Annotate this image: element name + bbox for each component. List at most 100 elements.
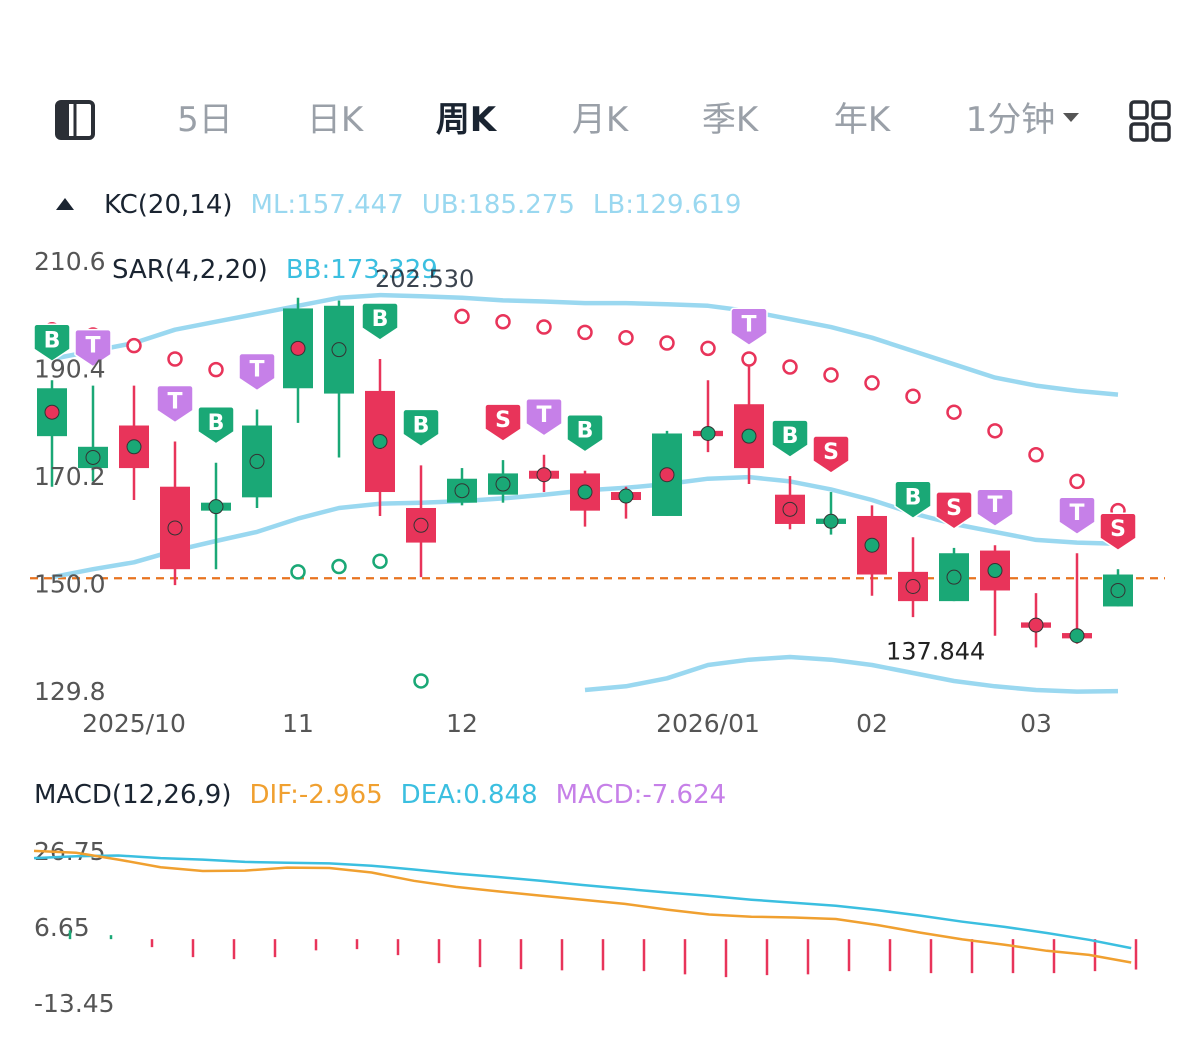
marker-text: T xyxy=(741,312,756,337)
tab-daily[interactable]: 日K xyxy=(306,100,364,140)
signal-marker-T: T xyxy=(74,328,112,368)
marker-shape xyxy=(74,328,112,368)
signal-dot xyxy=(946,569,962,585)
signal-marker-T: T xyxy=(238,352,276,392)
sar-dot xyxy=(208,361,224,378)
macd-y-tick-label: -13.45 xyxy=(34,989,115,1018)
marker-text: T xyxy=(987,493,1002,518)
x-tick-label: 11 xyxy=(282,709,314,738)
signal-dot xyxy=(44,404,60,420)
macd-y-tick-label: 6.65 xyxy=(34,913,90,942)
kc-label: KC(20,14) xyxy=(104,190,233,220)
signal-marker-S: S xyxy=(484,403,522,443)
signal-marker-B: B xyxy=(894,480,932,520)
macd-legend: MACD(12,26,9) DIF:-2.965 DEA:0.848 MACD:-7.… xyxy=(34,780,744,810)
sar-dot xyxy=(372,553,388,569)
marker-text: B xyxy=(905,485,922,510)
marker-text: S xyxy=(823,440,839,465)
tab-weekly[interactable]: 周K xyxy=(435,100,497,140)
marker-shape xyxy=(402,408,440,448)
sar-dot xyxy=(1069,473,1085,490)
sar-dot xyxy=(126,337,142,354)
marker-text: B xyxy=(782,424,799,449)
signal-dot xyxy=(290,340,306,356)
signal-dot xyxy=(905,578,921,594)
signal-dot xyxy=(782,501,798,517)
marker-shape xyxy=(197,406,235,445)
marker-shape xyxy=(894,480,932,520)
grid-menu-icon[interactable] xyxy=(1128,99,1172,143)
kc-ml: ML:157.447 xyxy=(250,190,404,220)
y-tick-label: 150.0 xyxy=(34,570,106,599)
layout-toggle-icon[interactable] xyxy=(54,99,96,141)
y-tick-label: 190.4 xyxy=(34,355,106,384)
signal-dot xyxy=(167,520,183,536)
signal-marker-T: T xyxy=(730,307,768,347)
tab-monthly[interactable]: 月K xyxy=(571,100,629,140)
sar-dot xyxy=(1028,447,1044,463)
signal-marker-T: T xyxy=(156,384,194,424)
marker-shape xyxy=(976,488,1014,528)
kc-lb: LB:129.619 xyxy=(592,190,742,220)
marker-shape xyxy=(730,307,768,347)
signal-marker-T: T xyxy=(1058,496,1096,536)
signal-dot xyxy=(495,476,511,492)
x-tick-label: 02 xyxy=(856,709,888,738)
sar-dot xyxy=(823,367,839,383)
marker-shape xyxy=(33,323,71,363)
tab-yearly[interactable]: 年K xyxy=(833,100,891,140)
marker-text: S xyxy=(495,408,511,433)
dea-line xyxy=(33,854,1132,950)
chevron-down-icon xyxy=(1063,113,1080,122)
signal-dot xyxy=(823,513,839,529)
sar-dot xyxy=(331,558,347,575)
collapse-triangle-icon[interactable] xyxy=(56,197,74,210)
signal-marker-S: S xyxy=(1099,512,1137,552)
signal-marker-T: T xyxy=(976,488,1014,528)
kc-lower-band xyxy=(584,654,1119,694)
signal-marker-B: B xyxy=(197,406,235,445)
marker-text: B xyxy=(577,419,594,444)
marker-text: T xyxy=(1069,501,1084,526)
sar-dot xyxy=(905,388,921,404)
marker-shape xyxy=(484,403,522,443)
candles-layer xyxy=(37,297,1133,648)
sar-dot xyxy=(700,340,716,357)
sar-dot xyxy=(167,351,183,367)
sar-dot xyxy=(864,375,880,391)
sar-legend: SAR(4,2,20) BB:173.329 xyxy=(112,255,456,285)
signal-dot xyxy=(1028,617,1044,633)
signal-dot xyxy=(741,428,757,444)
grid-menu-icon-svg xyxy=(1129,100,1171,142)
marker-shape xyxy=(525,398,563,437)
y-tick-label: 210.6 xyxy=(34,247,106,276)
marker-text: S xyxy=(1110,517,1126,542)
x-tick-label: 2026/01 xyxy=(656,709,760,738)
sar-dot xyxy=(659,335,675,351)
signal-marker-B: B xyxy=(361,302,399,341)
tab-quarterly[interactable]: 季K xyxy=(701,100,759,140)
tab-5day[interactable]: 5日 xyxy=(177,100,233,140)
signal-dot xyxy=(864,537,880,553)
macd-dif: DIF:-2.965 xyxy=(249,780,383,810)
marker-text: S xyxy=(946,496,962,521)
signal-marker-S: S xyxy=(935,491,973,530)
sar-label: SAR(4,2,20) xyxy=(112,255,268,285)
sar-dot xyxy=(782,359,798,375)
marker-text: T xyxy=(536,403,551,428)
signal-dot xyxy=(372,433,388,449)
kc-ub: UB:185.275 xyxy=(421,190,575,220)
signal-dot xyxy=(1069,628,1085,644)
marker-shape xyxy=(935,491,973,530)
marker-text: B xyxy=(44,328,61,353)
signal-marker-S: S xyxy=(812,435,850,474)
macd-label: MACD(12,26,9) xyxy=(34,780,232,810)
signal-marker-T: T xyxy=(525,398,563,437)
signal-dot xyxy=(659,467,675,483)
macd-chart[interactable]: 26.756.65-13.45 xyxy=(0,820,1200,1040)
marker-shape xyxy=(812,435,850,474)
marker-text: B xyxy=(372,307,389,332)
interval-dropdown[interactable]: 1分钟 xyxy=(960,88,1085,152)
kc-legend: KC(20,14) ML:157.447 UB:185.275 LB:129.619 xyxy=(56,190,759,220)
